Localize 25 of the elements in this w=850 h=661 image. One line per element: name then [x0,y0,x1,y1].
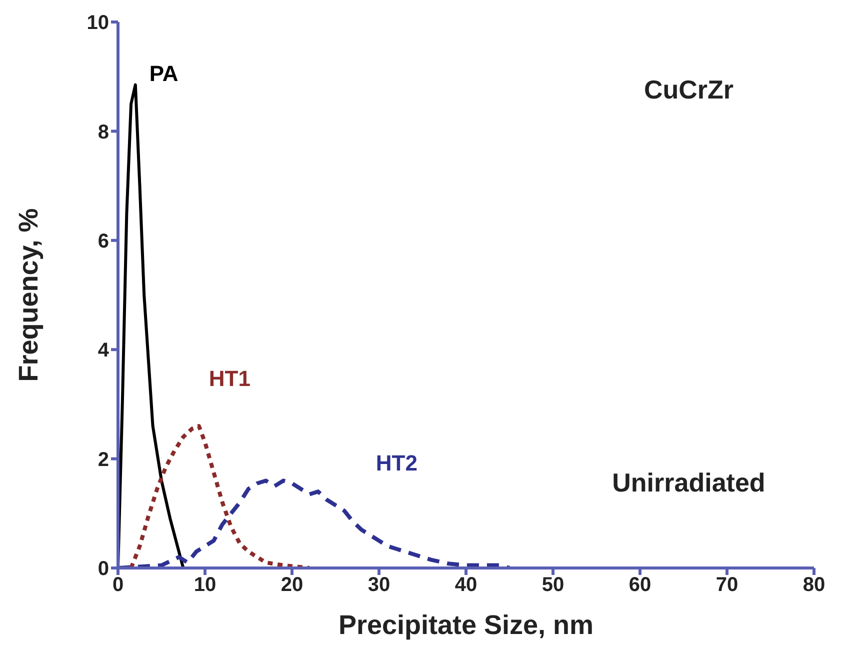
text: HT2 [376,450,418,476]
series-label: PA [149,60,178,86]
x-tick-label: 70 [716,574,738,596]
y-tick-label: 10 [86,12,109,34]
line-series [118,478,512,568]
x-tick-label: 10 [194,574,216,596]
x-tick-label: 30 [368,574,390,596]
x-axis-title: Precipitate Size, nm [338,610,594,640]
line-series [118,83,185,568]
y-tick-label: 0 [98,558,109,580]
annotation: Unirradiated [612,468,766,498]
x-tick-label: 20 [280,574,304,596]
y-tick-label: 8 [98,121,109,144]
x-tick-label: 40 [454,574,478,596]
y-tick-label: 2 [98,448,109,471]
y-tick-label: 4 [98,340,110,362]
y-axis-title: Frequency, % [14,208,44,382]
series-label: HT1 [208,366,250,392]
annotation: CuCrZr [644,74,734,104]
x-tick-label: 0 [112,574,124,596]
x-tick-label: 80 [802,574,826,596]
line-series [129,424,312,568]
x-tick-label: 60 [628,574,652,596]
y-tick-label: 6 [98,230,109,252]
x-tick-label: 50 [542,574,564,596]
